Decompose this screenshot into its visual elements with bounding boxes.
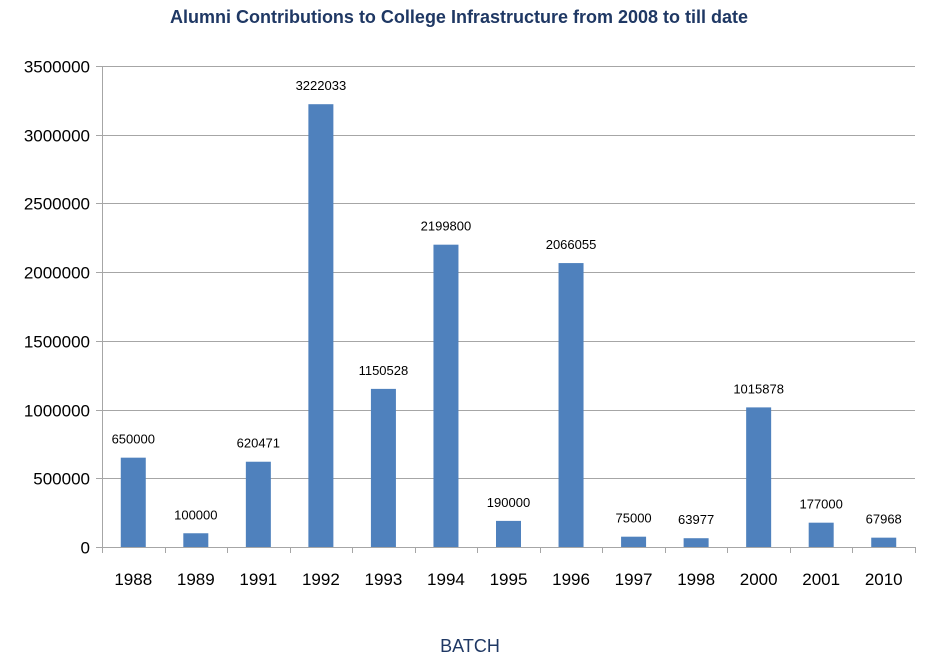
x-axis-ticks: 1988 1989 1991 1992 1993 1994 1995 1996 1997 1998…: [114, 570, 902, 589]
x-tick-label-1993: 1993: [365, 570, 403, 589]
data-label-1991: 620471: [237, 436, 280, 451]
x-tick-label-1997: 1997: [615, 570, 653, 589]
bars: [120, 104, 897, 547]
bar-1992: [308, 104, 334, 547]
x-tick-label-1989: 1989: [177, 570, 215, 589]
data-label-1997: 75000: [616, 511, 652, 526]
x-tick-label-2001: 2001: [802, 570, 840, 589]
data-label-1995: 190000: [487, 495, 530, 510]
data-labels: 650000 100000 620471 3222033 1150528 2199800 1…: [112, 78, 902, 527]
x-tick-label-2010: 2010: [865, 570, 903, 589]
bar-1996: [558, 263, 584, 547]
bar-2010: [871, 537, 897, 547]
bar-1991: [245, 461, 271, 547]
bar-1989: [183, 533, 209, 547]
x-tick-label-1992: 1992: [302, 570, 340, 589]
data-label-1988: 650000: [112, 432, 155, 447]
data-label-2000: 1015878: [733, 381, 784, 396]
y-tick-label: 2500000: [24, 195, 90, 214]
bar-1995: [496, 520, 521, 547]
y-tick-label: 1000000: [24, 402, 90, 421]
bar-1988: [120, 457, 146, 547]
y-tick-label: 3500000: [24, 58, 90, 77]
data-label-1992: 3222033: [296, 78, 347, 93]
bar-1997: [621, 536, 647, 547]
y-tick-label: 500000: [33, 470, 90, 489]
x-axis-label: BATCH: [440, 636, 500, 656]
x-tick-label-1996: 1996: [552, 570, 590, 589]
x-tick-label-1991: 1991: [239, 570, 277, 589]
data-label-1998: 63977: [678, 512, 714, 527]
y-tick-label: 1500000: [24, 333, 90, 352]
y-tick-label: 0: [81, 539, 90, 558]
data-label-1993: 1150528: [359, 363, 409, 378]
data-label-1989: 100000: [174, 507, 217, 522]
data-label-2001: 177000: [799, 497, 842, 512]
data-label-2010: 67968: [866, 512, 902, 527]
x-tick-label-1994: 1994: [427, 570, 465, 589]
chart-title: Alumni Contributions to College Infrastr…: [170, 7, 748, 27]
y-axis-ticks: 0 500000 1000000 1500000 2000000 2500000 30000…: [24, 58, 90, 558]
x-tick-label-1988: 1988: [114, 570, 152, 589]
x-tick-label-2000: 2000: [740, 570, 778, 589]
bar-1993: [370, 388, 396, 547]
y-tick-label: 2000000: [24, 264, 90, 283]
data-label-1994: 2199800: [421, 219, 472, 234]
bar-1998: [683, 538, 709, 547]
bar-1994: [433, 244, 459, 547]
x-tick-label-1998: 1998: [677, 570, 715, 589]
bar-2000: [746, 407, 772, 547]
gridlines: [96, 66, 916, 553]
x-tick-label-1995: 1995: [490, 570, 528, 589]
bar-2001: [808, 522, 834, 547]
y-tick-label: 3000000: [24, 127, 90, 146]
data-label-1996: 2066055: [546, 237, 597, 252]
